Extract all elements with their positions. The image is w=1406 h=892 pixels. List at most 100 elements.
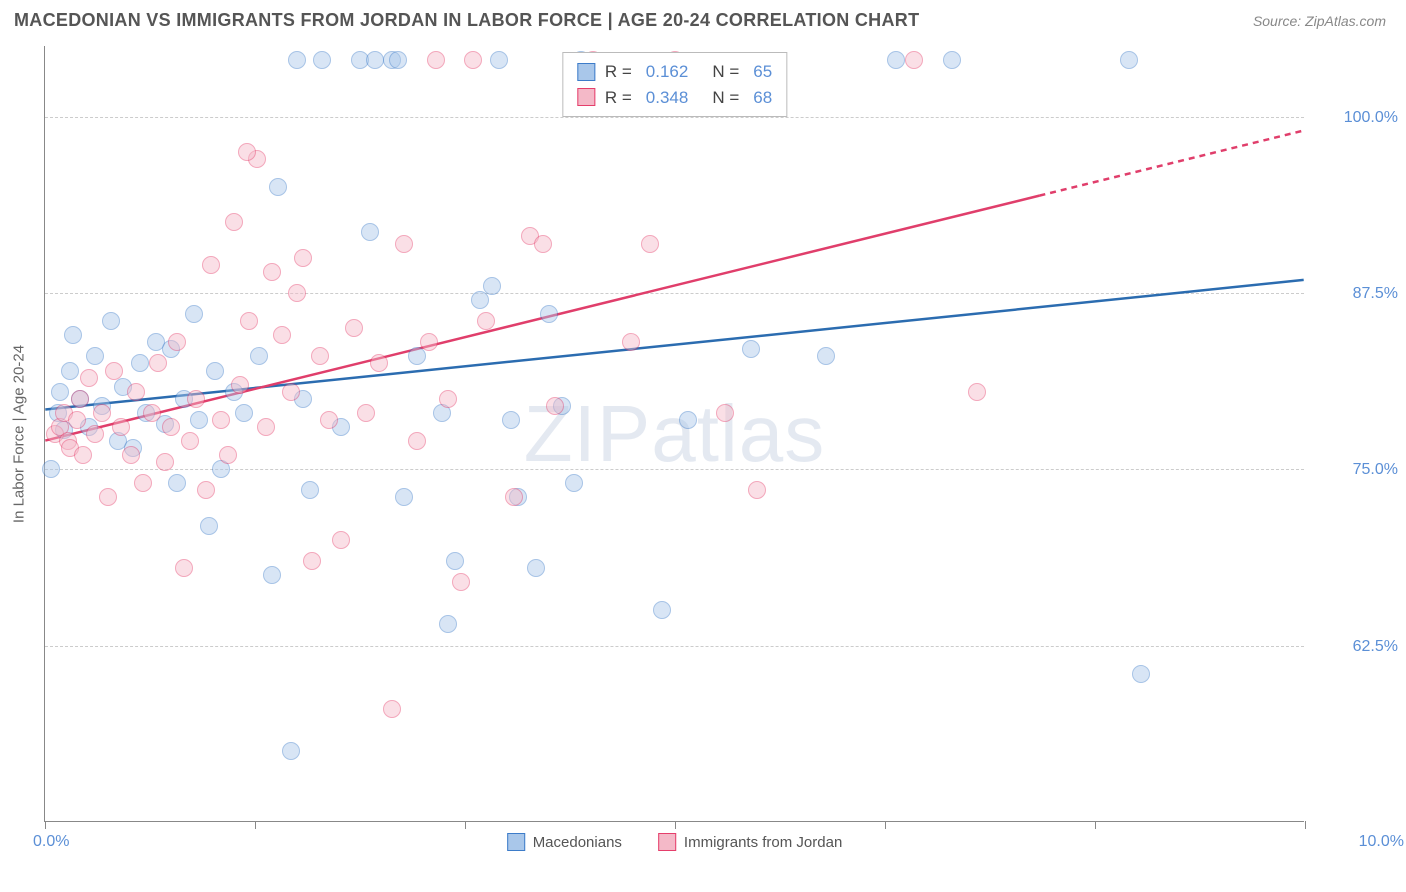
data-point	[408, 347, 426, 365]
legend-label-1: Macedonians	[533, 834, 622, 851]
data-point	[240, 312, 258, 330]
data-point	[185, 305, 203, 323]
data-point	[320, 411, 338, 429]
data-point	[269, 178, 287, 196]
data-point	[197, 481, 215, 499]
chart-area: In Labor Force | Age 20-24 ZIPatlas 62.5…	[44, 46, 1304, 822]
y-tick-label: 100.0%	[1344, 109, 1398, 127]
chart-title: MACEDONIAN VS IMMIGRANTS FROM JORDAN IN …	[14, 10, 919, 31]
data-point	[383, 700, 401, 718]
legend-label-2: Immigrants from Jordan	[684, 834, 842, 851]
r-value-2: 0.348	[646, 85, 689, 111]
stats-row-2: R = 0.348 N = 68	[577, 85, 772, 111]
data-point	[1132, 665, 1150, 683]
legend-item-jordan: Immigrants from Jordan	[658, 833, 842, 851]
data-point	[887, 51, 905, 69]
data-point	[156, 453, 174, 471]
data-point	[439, 390, 457, 408]
data-point	[439, 615, 457, 633]
data-point	[313, 51, 331, 69]
data-point	[565, 474, 583, 492]
data-point	[257, 418, 275, 436]
data-point	[143, 404, 161, 422]
x-start-label: 0.0%	[33, 833, 69, 851]
data-point	[361, 223, 379, 241]
data-point	[122, 446, 140, 464]
data-point	[1120, 51, 1138, 69]
data-point	[168, 333, 186, 351]
trend-lines	[45, 46, 1304, 821]
data-point	[99, 488, 117, 506]
data-point	[235, 404, 253, 422]
r-value-1: 0.162	[646, 59, 689, 85]
data-point	[127, 383, 145, 401]
y-tick-label: 75.0%	[1353, 461, 1398, 479]
data-point	[332, 531, 350, 549]
data-point	[395, 235, 413, 253]
n-value-2: 68	[753, 85, 772, 111]
data-point	[68, 411, 86, 429]
data-point	[477, 312, 495, 330]
data-point	[273, 326, 291, 344]
y-tick-label: 62.5%	[1353, 638, 1398, 656]
data-point	[238, 143, 256, 161]
data-point	[427, 51, 445, 69]
swatch-macedonians	[577, 63, 595, 81]
data-point	[471, 291, 489, 309]
data-point	[817, 347, 835, 365]
data-point	[366, 51, 384, 69]
data-point	[389, 51, 407, 69]
data-point	[202, 256, 220, 274]
data-point	[641, 235, 659, 253]
data-point	[200, 517, 218, 535]
data-point	[231, 376, 249, 394]
data-point	[527, 559, 545, 577]
swatch-macedonians-icon	[507, 833, 525, 851]
data-point	[71, 390, 89, 408]
data-point	[943, 51, 961, 69]
data-point	[86, 425, 104, 443]
data-point	[968, 383, 986, 401]
data-point	[294, 249, 312, 267]
data-point	[250, 347, 268, 365]
data-point	[206, 362, 224, 380]
legend-item-macedonians: Macedonians	[507, 833, 622, 851]
r-label: R =	[605, 59, 632, 85]
data-point	[905, 51, 923, 69]
data-point	[263, 263, 281, 281]
data-point	[212, 411, 230, 429]
data-point	[345, 319, 363, 337]
swatch-jordan-icon	[658, 833, 676, 851]
data-point	[395, 488, 413, 506]
data-point	[748, 481, 766, 499]
data-point	[168, 474, 186, 492]
data-point	[301, 481, 319, 499]
data-point	[303, 552, 321, 570]
data-point	[112, 418, 130, 436]
data-point	[622, 333, 640, 351]
data-point	[42, 460, 60, 478]
data-point	[102, 312, 120, 330]
data-point	[452, 573, 470, 591]
data-point	[64, 326, 82, 344]
data-point	[105, 362, 123, 380]
data-point	[357, 404, 375, 422]
data-point	[175, 559, 193, 577]
data-point	[742, 340, 760, 358]
data-point	[282, 742, 300, 760]
y-axis-title: In Labor Force | Age 20-24	[11, 344, 28, 522]
data-point	[149, 354, 167, 372]
n-label: N =	[712, 59, 739, 85]
source-label: Source: ZipAtlas.com	[1253, 13, 1386, 29]
data-point	[288, 284, 306, 302]
swatch-jordan	[577, 88, 595, 106]
data-point	[540, 305, 558, 323]
data-point	[653, 601, 671, 619]
data-point	[534, 235, 552, 253]
data-point	[80, 369, 98, 387]
data-point	[134, 474, 152, 492]
data-point	[370, 354, 388, 372]
data-point	[282, 383, 300, 401]
n-value-1: 65	[753, 59, 772, 85]
data-point	[131, 354, 149, 372]
